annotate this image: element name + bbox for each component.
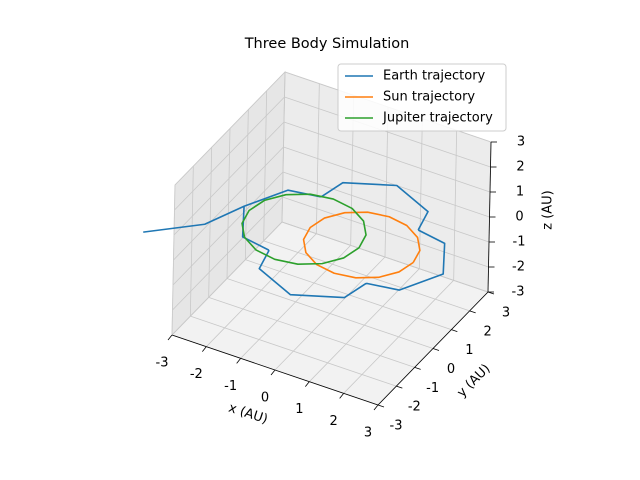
grid-line: [172, 171, 284, 286]
grid-line: [173, 121, 285, 236]
z-axis-label: z (AU): [541, 190, 556, 230]
trajectory: [241, 193, 367, 265]
chart-title: Three Body Simulation: [244, 36, 410, 52]
grid-line: [283, 146, 490, 218]
grid-line: [281, 221, 489, 293]
y-tick-label: 0: [447, 362, 455, 377]
trajectory: [143, 181, 446, 299]
z-tick-label: 2: [516, 160, 524, 175]
y-tick: [469, 310, 476, 314]
grid-line: [283, 121, 491, 193]
y-tick: [414, 366, 421, 370]
y-tick-label: -2: [408, 400, 421, 415]
x-tick: [339, 393, 344, 399]
x-tick: [305, 381, 310, 387]
x-tick: [236, 358, 241, 364]
z-tick-label: -2: [512, 260, 525, 275]
y-tick: [451, 329, 458, 333]
legend-frame: [337, 63, 507, 132]
x-tick: [202, 346, 207, 352]
x-tick-label: 3: [364, 426, 372, 441]
x-tick-label: -1: [224, 379, 237, 394]
grid-line: [284, 96, 491, 168]
x-tick-label: 2: [330, 414, 338, 429]
y-tick-label: 1: [465, 343, 473, 358]
y-tick: [396, 385, 403, 389]
x-tick-label: 0: [261, 391, 269, 406]
y-tick-label: 3: [502, 306, 510, 321]
grid-line: [226, 278, 434, 349]
x-tick: [270, 369, 276, 376]
y-tick-label: -1: [426, 381, 439, 396]
x-tick-label: -3: [156, 356, 169, 371]
axis-line: [487, 141, 492, 293]
y-tick-label: -3: [390, 419, 403, 434]
grid-line: [174, 71, 286, 186]
x-tick: [167, 334, 173, 341]
y-tick: [377, 404, 385, 408]
grid-line: [263, 240, 470, 312]
grid-line: [171, 221, 283, 336]
axis-line: [171, 334, 379, 406]
trajectory: [302, 211, 421, 279]
z-tick-label: -1: [513, 235, 526, 250]
grid-line: [190, 315, 397, 387]
x-tick-label: 1: [295, 402, 303, 417]
grid-line: [208, 296, 415, 368]
grid-line: [172, 196, 283, 311]
z-tick-label: -3: [512, 285, 525, 300]
y-tick-label: 2: [484, 324, 492, 339]
legend-label: Jupiter trajectory: [382, 111, 493, 126]
x-tick: [373, 404, 379, 411]
x-tick-label: -2: [190, 367, 203, 382]
grid-line: [173, 146, 284, 261]
z-tick-label: 0: [515, 210, 523, 225]
grid-line: [282, 196, 489, 268]
grid-line: [282, 171, 490, 243]
legend-label: Sun trajectory: [383, 90, 475, 105]
z-tick-label: 1: [516, 185, 524, 200]
legend-label: Earth trajectory: [383, 69, 486, 84]
z-tick-label: 3: [517, 135, 525, 150]
axis-line: [377, 291, 489, 406]
grid-line: [174, 96, 285, 211]
legend: Earth trajectory Sun trajectory Jupiter tr…: [337, 63, 507, 132]
y-tick: [432, 348, 440, 351]
